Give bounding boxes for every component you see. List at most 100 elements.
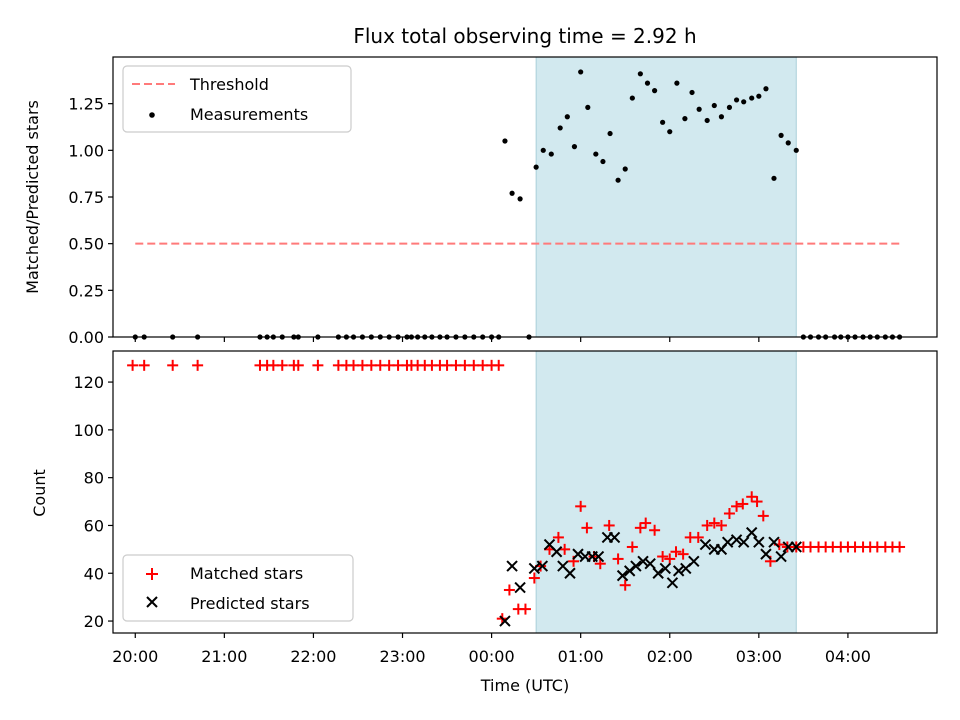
x-tick-label: 21:00 (201, 647, 247, 666)
matched-star-point (167, 359, 179, 371)
measurement-point (615, 177, 621, 183)
predicted-star-point (688, 555, 700, 568)
measurement-point (696, 106, 702, 112)
predicted-star-point (630, 560, 642, 572)
matched-star-point (723, 508, 735, 520)
predicted-star-point (652, 567, 664, 579)
top-y-tick-label: 0.50 (68, 235, 104, 254)
matched-star-point (708, 517, 720, 529)
predicted-star-point (672, 565, 685, 577)
measurement-point (771, 175, 777, 181)
predicted-star-point (721, 536, 734, 548)
predicted-star-point (760, 548, 772, 560)
measurement-point (763, 86, 769, 92)
legend-matched-swatch (146, 568, 158, 580)
predicted-star-point (608, 531, 621, 544)
matched-star-point (634, 522, 646, 534)
x-tick-label: 00:00 (469, 647, 515, 666)
matched-star-point (701, 519, 713, 531)
legend-predicted-label: Predicted stars (190, 594, 310, 613)
bottom-y-tick-label: 60 (84, 516, 104, 535)
top-y-tick-label: 1.25 (68, 95, 104, 114)
bottom-y-tick-label: 120 (73, 373, 104, 392)
bottom-y-tick-label: 80 (84, 469, 104, 488)
measurement-point (585, 104, 591, 110)
bottom-legend: Matched stars Predicted stars (122, 554, 354, 622)
legend-measurements-label: Measurements (190, 105, 308, 124)
matched-star-point (503, 584, 515, 596)
predicted-star-point (666, 577, 679, 589)
top-y-tick-label: 1.00 (68, 141, 104, 160)
predicted-star-point (737, 536, 750, 548)
x-tick-label: 22:00 (290, 647, 336, 666)
measurement-point (509, 190, 515, 196)
matched-star-point (657, 551, 669, 563)
predicted-star-point (659, 562, 672, 575)
measurement-point (644, 80, 651, 86)
matched-star-point (670, 546, 682, 558)
predicted-star-point (753, 536, 765, 548)
x-tick-label: 04:00 (825, 647, 871, 666)
bottom-x-ticks: 20:00 21:00 22:00 23:00 00:00 01:00 02:00 03:00… (112, 633, 871, 666)
matched-stars-series (127, 359, 906, 625)
measurement-point (733, 97, 740, 103)
top-panel: 0.00 0.25 0.50 0.75 1.00 1.25 Matched/Predict… (23, 56, 938, 347)
matched-star-point (138, 359, 150, 371)
top-y-axis-label: Matched/Predicted stars (23, 100, 42, 294)
top-y-tick-label: 0.75 (68, 188, 104, 207)
x-tick-label: 03:00 (736, 647, 782, 666)
bottom-y-axis-label: Count (30, 469, 49, 517)
predicted-star-point (499, 615, 511, 627)
predicted-star-point (699, 538, 712, 551)
measurement-point (557, 125, 563, 131)
matched-star-point (640, 517, 652, 529)
bottom-plot-frame (112, 350, 938, 634)
bottom-y-tick-label: 100 (73, 421, 104, 440)
matched-star-point (746, 491, 758, 503)
measurement-point (593, 151, 599, 157)
predicted-star-point (616, 569, 629, 582)
predicted-star-point (536, 560, 549, 572)
bottom-y-ticks: 20 40 60 80 100 120 (73, 373, 113, 631)
matched-star-point (292, 359, 304, 371)
predicted-star-point (790, 541, 802, 553)
legend-threshold-label: Threshold (189, 75, 269, 94)
matched-star-point (731, 500, 743, 512)
matched-star-point (894, 541, 906, 553)
matched-star-point (552, 531, 564, 543)
matched-star-point (664, 553, 676, 565)
measurement-point (548, 151, 554, 157)
matched-star-point (619, 579, 631, 591)
measurement-point (793, 147, 799, 153)
measurement-point (711, 102, 717, 109)
top-shaded-interval (535, 56, 797, 338)
matched-star-point (751, 496, 763, 508)
matched-star-point (581, 522, 593, 534)
measurement-point (564, 114, 570, 120)
predicted-star-point (623, 565, 636, 577)
predicted-star-point (730, 534, 743, 546)
matched-star-point (603, 519, 615, 531)
matched-star-point (677, 548, 689, 560)
predicted-star-point (528, 562, 541, 575)
bottom-y-tick-label: 40 (84, 564, 104, 583)
matched-star-point (692, 531, 704, 543)
matched-star-point (127, 359, 139, 371)
predicted-star-point (592, 550, 605, 563)
predicted-star-point (746, 526, 758, 539)
measurement-point (600, 158, 606, 165)
measurement-point (674, 80, 680, 86)
bottom-panel: 20 40 60 80 100 120 20:00 21:00 22:00 23:00 00:00… (30, 350, 938, 695)
top-y-tick-label: 0.25 (68, 281, 104, 300)
predicted-star-point (775, 550, 787, 563)
measurement-point (629, 95, 635, 101)
matched-star-point (192, 359, 204, 371)
predicted-star-point (564, 567, 576, 579)
top-plot-frame (112, 56, 938, 338)
measurement-point (502, 138, 508, 144)
legend-matched-label: Matched stars (190, 564, 303, 583)
bottom-shaded-interval (535, 350, 797, 634)
measurement-point (637, 71, 643, 77)
measurement-point (778, 132, 784, 138)
